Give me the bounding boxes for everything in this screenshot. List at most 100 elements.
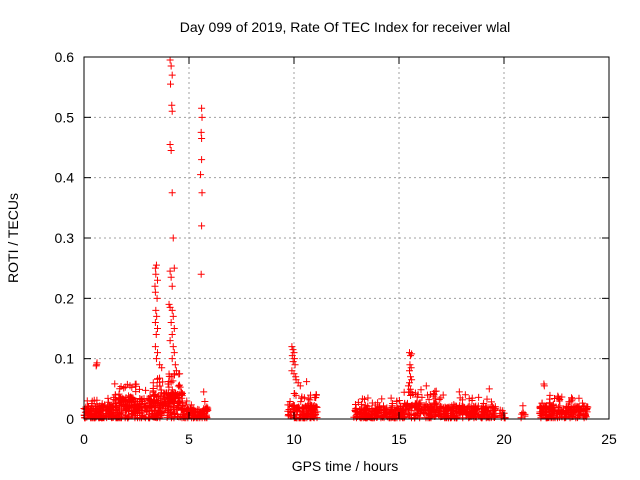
- data-point: [158, 364, 166, 372]
- data-point: [154, 413, 162, 421]
- data-point: [154, 276, 161, 284]
- data-point: [152, 331, 160, 339]
- data-point: [481, 411, 489, 419]
- data-point: [452, 414, 460, 422]
- data-point: [200, 388, 208, 396]
- data-point: [519, 402, 527, 410]
- data-point: [424, 414, 432, 422]
- data-point: [181, 406, 189, 414]
- data-point: [135, 385, 143, 393]
- data-point: [556, 402, 564, 410]
- data-point: [379, 412, 387, 420]
- data-point: [378, 395, 386, 403]
- y-tick-label: 0.3: [55, 230, 75, 246]
- data-point: [152, 306, 160, 314]
- data-point: [414, 391, 422, 399]
- data-point: [548, 409, 556, 417]
- data-point: [198, 189, 206, 197]
- x-axis-label: GPS time / hours: [292, 458, 399, 474]
- data-point: [168, 331, 176, 339]
- data-point: [421, 402, 429, 410]
- data-point: [83, 397, 91, 405]
- data-point: [116, 385, 124, 393]
- data-point: [545, 399, 553, 407]
- data-point: [151, 264, 159, 272]
- data-point: [174, 403, 182, 411]
- data-point: [192, 408, 200, 416]
- data-point: [558, 408, 566, 416]
- data-point: [151, 343, 159, 351]
- data-point: [404, 382, 412, 390]
- data-point: [121, 383, 129, 391]
- data-point: [182, 401, 190, 409]
- data-point: [417, 386, 425, 394]
- data-point: [496, 406, 504, 414]
- data-point: [112, 403, 120, 411]
- data-point: [150, 407, 158, 415]
- data-point: [435, 395, 443, 403]
- data-point: [151, 282, 159, 290]
- data-point: [425, 396, 433, 404]
- data-point: [166, 337, 174, 345]
- data-point: [447, 411, 455, 419]
- data-point: [165, 407, 173, 415]
- data-point: [160, 390, 168, 398]
- data-point: [170, 406, 178, 414]
- data-point: [406, 379, 413, 387]
- data-point: [464, 406, 472, 414]
- data-point: [552, 403, 560, 411]
- data-point: [519, 409, 527, 417]
- data-point: [289, 346, 297, 354]
- data-point: [167, 62, 175, 70]
- data-point: [400, 410, 408, 418]
- data-point: [553, 414, 561, 422]
- data-point: [173, 400, 181, 408]
- data-point: [92, 409, 100, 417]
- data-point: [286, 398, 294, 406]
- data-point: [168, 355, 176, 363]
- data-point: [491, 405, 499, 413]
- data-point: [521, 412, 529, 420]
- data-point: [142, 408, 150, 416]
- data-point: [422, 382, 430, 390]
- data-point: [417, 399, 425, 407]
- grid-lines: [84, 57, 609, 419]
- data-point: [352, 412, 360, 420]
- data-point: [313, 414, 321, 422]
- data-point: [166, 56, 174, 64]
- data-point: [142, 386, 150, 394]
- data-point: [167, 373, 175, 381]
- data-point: [537, 405, 545, 413]
- data-point: [469, 412, 477, 420]
- data-point: [169, 234, 177, 242]
- data-point: [91, 414, 99, 422]
- data-point: [408, 401, 416, 409]
- data-point: [570, 408, 578, 416]
- data-point: [169, 377, 177, 385]
- data-point: [485, 385, 493, 393]
- data-point: [490, 410, 498, 418]
- data-point: [198, 113, 206, 121]
- data-point: [153, 312, 161, 320]
- data-point: [169, 397, 177, 405]
- data-point: [154, 349, 161, 357]
- data-point: [571, 403, 579, 411]
- data-point: [356, 409, 364, 417]
- data-point: [374, 399, 382, 407]
- data-point: [167, 80, 175, 88]
- data-point: [310, 401, 318, 409]
- data-point: [132, 382, 140, 390]
- data-point: [363, 405, 371, 413]
- data-point: [166, 403, 174, 411]
- data-point: [151, 406, 159, 414]
- data-point: [84, 411, 92, 419]
- data-point: [309, 410, 317, 418]
- data-point: [306, 396, 314, 404]
- data-point: [116, 396, 124, 404]
- data-point: [154, 392, 162, 400]
- data-point: [472, 402, 480, 410]
- axis-ticks: 0 0.1 0.2 0.3 0.4 0.5 0.6 0 5 10 15 20 25: [55, 49, 617, 447]
- data-point: [391, 406, 399, 414]
- data-point: [547, 405, 555, 413]
- data-point: [433, 402, 441, 410]
